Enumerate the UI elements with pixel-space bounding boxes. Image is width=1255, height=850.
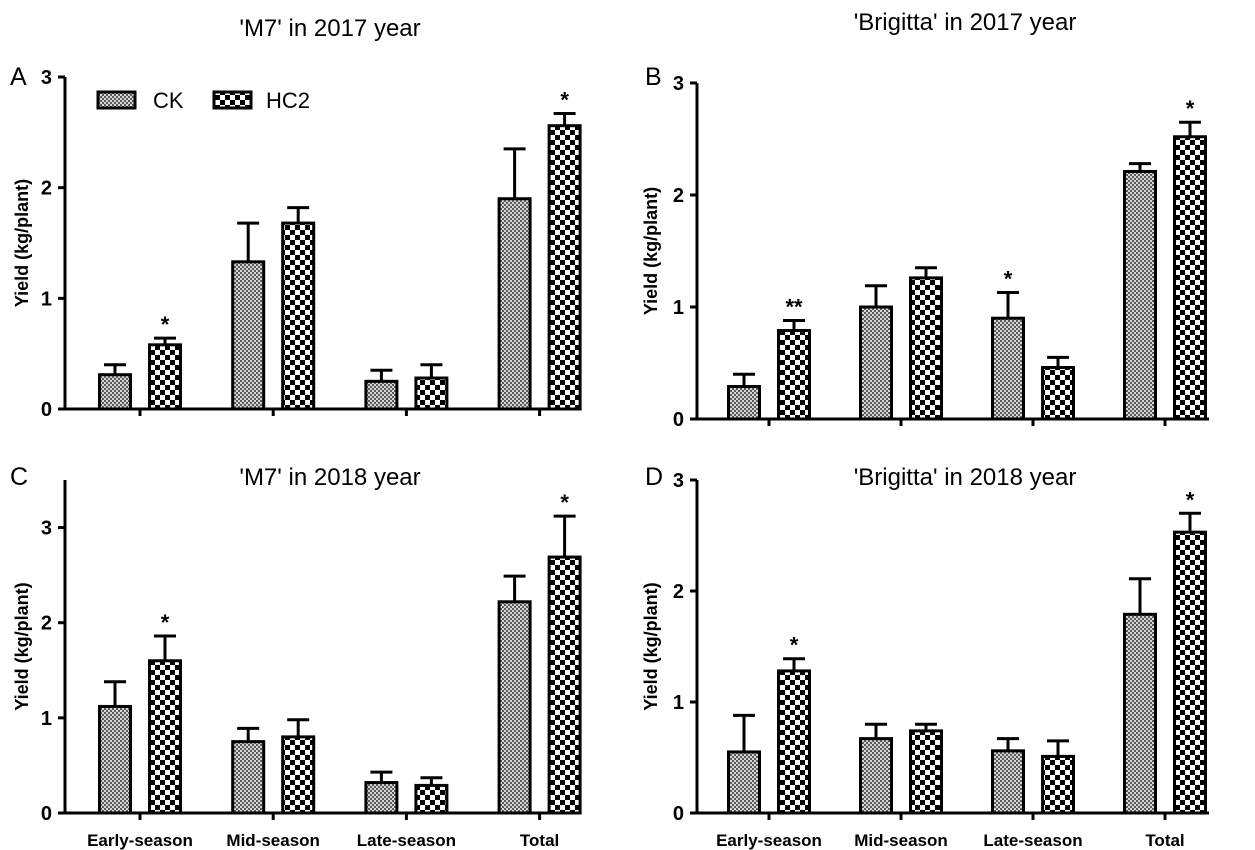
y-tick-label: 3 [41, 67, 52, 89]
panel-title: 'M7' in 2018 year [239, 464, 420, 491]
significance-mark: * [790, 633, 799, 658]
panel-label: B [645, 63, 662, 91]
panel-label: A [10, 63, 27, 91]
y-tick-label: 0 [41, 399, 52, 421]
legend-label-ck: CK [153, 88, 184, 113]
y-tick-label: 0 [41, 803, 52, 825]
bar-ck [98, 373, 132, 411]
y-axis-label: Yield (kg/plant) [641, 582, 661, 710]
bar-hc2 [1041, 754, 1075, 815]
bar-ck [497, 197, 532, 411]
significance-mark: * [560, 88, 569, 113]
bar-ck [991, 316, 1025, 421]
bar-hc2 [547, 555, 582, 815]
bar-hc2 [909, 729, 943, 815]
bar-ck [98, 704, 132, 815]
bar-hc2 [777, 669, 811, 815]
bar-hc2 [1041, 365, 1075, 421]
bar-ck [859, 305, 893, 421]
significance-mark: ** [785, 294, 803, 319]
bar-ck [231, 740, 266, 815]
bar-hc2 [777, 329, 811, 421]
category-label: Late-season [983, 831, 1082, 850]
panel-label: D [645, 463, 663, 491]
y-tick-label: 3 [673, 470, 684, 492]
y-axis-label: Yield (kg/plant) [12, 582, 32, 710]
y-tick-label: 1 [41, 708, 52, 730]
y-tick-label: 0 [673, 803, 684, 825]
category-label: Early-season [87, 831, 193, 850]
y-tick-label: 1 [673, 692, 684, 714]
bar-hc2 [414, 783, 449, 815]
bar-ck [231, 260, 266, 411]
bar-ck [364, 379, 399, 411]
significance-mark: * [560, 490, 569, 515]
bar-hc2 [281, 221, 316, 411]
category-label: Total [1145, 831, 1184, 850]
bar-hc2 [148, 659, 182, 815]
panel-title: 'Brigitta' in 2018 year [854, 464, 1077, 491]
y-tick-label: 3 [41, 518, 52, 540]
panel-c: 'M7' in 2018 year C Yield (kg/plant) 0 1 2 3 Ea… [10, 463, 582, 850]
legend: CK HC2 [96, 88, 310, 113]
y-tick-label: 2 [41, 613, 52, 635]
panel-title: 'M7' in 2017 year [239, 15, 420, 42]
bar-ck [364, 781, 399, 815]
bar-hc2 [1173, 530, 1207, 815]
bar-hc2 [547, 124, 582, 411]
y-axis-label: Yield (kg/plant) [641, 187, 661, 315]
y-tick-label: 0 [673, 409, 684, 431]
category-label: Mid-season [854, 831, 948, 850]
bar-hc2 [281, 735, 316, 815]
significance-mark: * [1186, 487, 1195, 512]
bar-ck [991, 749, 1025, 815]
panel-label: C [10, 463, 28, 491]
y-tick-label: 1 [673, 297, 684, 319]
legend-label-hc2: HC2 [266, 88, 310, 113]
panel-a: 'M7' in 2017 year A Yield (kg/plant) 0 1 2 3 * *… [10, 15, 582, 421]
bar-ck [1123, 612, 1157, 815]
y-tick-label: 1 [41, 288, 52, 310]
bar-hc2 [909, 276, 943, 421]
significance-mark: * [1186, 96, 1195, 121]
bar-ck [859, 737, 893, 815]
y-tick-label: 2 [41, 178, 52, 200]
bar-hc2 [1173, 135, 1207, 421]
y-tick-label: 2 [673, 581, 684, 603]
panel-b: 'Brigitta' in 2017 year B Yield (kg/plant)… [641, 9, 1209, 431]
panel-d: 'Brigitta' in 2018 year D Yield (kg/plant)… [641, 463, 1209, 850]
significance-mark: * [1004, 266, 1013, 291]
bar-hc2 [414, 376, 449, 411]
significance-mark: * [161, 610, 170, 635]
bar-ck [497, 600, 532, 815]
significance-mark: * [161, 312, 170, 337]
y-tick-label: 3 [673, 73, 684, 95]
category-label: Mid-season [226, 831, 320, 850]
panel-title: 'Brigitta' in 2017 year [854, 9, 1077, 36]
bar-ck [727, 385, 761, 421]
category-label: Early-season [716, 831, 822, 850]
category-label: Total [520, 831, 559, 850]
category-label: Late-season [357, 831, 456, 850]
y-tick-label: 2 [673, 185, 684, 207]
legend-swatch-hc2 [212, 90, 253, 110]
y-axis-label: Yield (kg/plant) [12, 179, 32, 307]
legend-swatch-ck [96, 90, 137, 110]
bar-ck [727, 750, 761, 815]
bar-ck [1123, 169, 1157, 421]
bar-hc2 [148, 343, 182, 411]
